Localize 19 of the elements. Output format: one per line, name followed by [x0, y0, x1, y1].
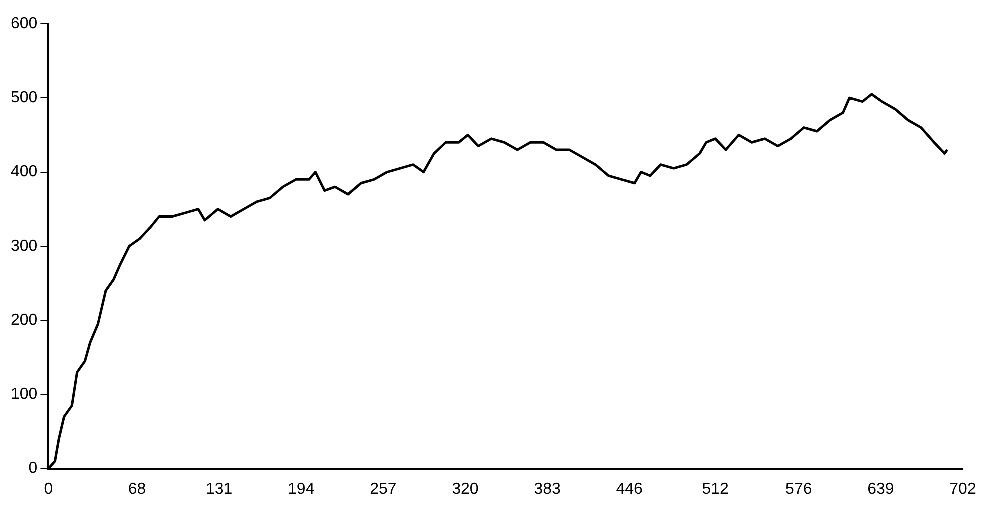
y-tick-label: 100 — [10, 386, 38, 404]
y-tick-label: 400 — [10, 164, 38, 181]
x-tick-label: 639 — [868, 480, 894, 498]
x-tick-label: 576 — [786, 480, 812, 498]
x-tick-label: 383 — [534, 480, 561, 498]
x-tick-label: 702 — [950, 480, 976, 498]
x-tick-label: 257 — [370, 480, 397, 498]
x-tick-label: 68 — [128, 480, 146, 498]
y-tick-label: 200 — [10, 312, 38, 329]
x-tick-label: 512 — [702, 480, 729, 498]
x-tick-label: 131 — [206, 480, 233, 498]
x-tick-label: 320 — [452, 480, 479, 498]
y-tick-label: 300 — [10, 238, 38, 255]
x-tick-label: 194 — [288, 480, 315, 498]
x-tick-label: 446 — [616, 480, 644, 498]
y-tick-label: 500 — [10, 90, 38, 107]
x-tick-label: 0 — [44, 480, 54, 498]
y-tick-label: 0 — [28, 460, 38, 478]
y-tick-label: 600 — [10, 15, 38, 32]
